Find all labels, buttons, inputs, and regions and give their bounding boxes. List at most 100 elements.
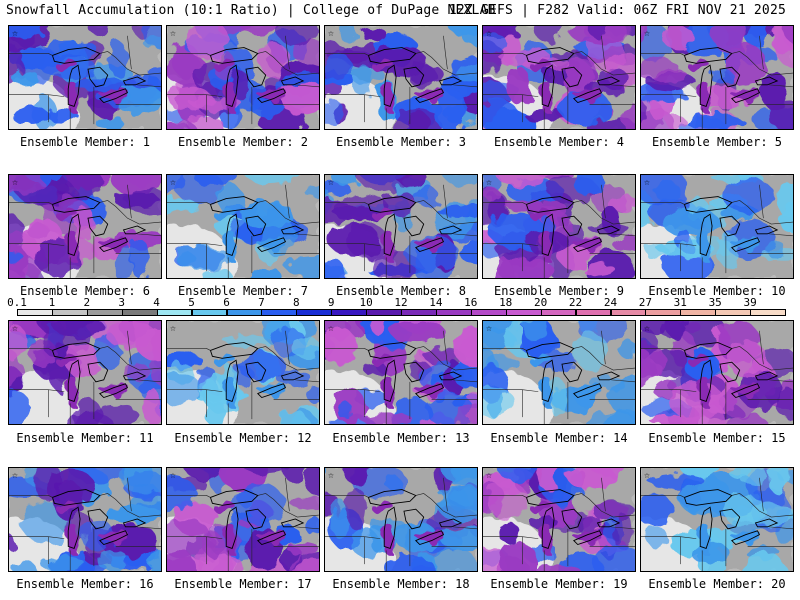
colorbar-tick-label: 5 bbox=[188, 296, 195, 309]
state-borders bbox=[9, 184, 161, 278]
member-label: Ensemble Member: 15 bbox=[648, 431, 786, 445]
snowfall-map: ☆ bbox=[167, 321, 319, 424]
state-borders bbox=[483, 330, 635, 424]
station-marker-icon: ☆ bbox=[644, 28, 650, 39]
member-label: Ensemble Member: 17 bbox=[174, 577, 312, 591]
member-label: Ensemble Member: 14 bbox=[490, 431, 628, 445]
snowfall-map: ☆ bbox=[483, 321, 635, 424]
member-label: Ensemble Member: 19 bbox=[490, 577, 628, 591]
snowfall-map: ☆ bbox=[167, 26, 319, 129]
station-marker-icon: ☆ bbox=[328, 177, 334, 188]
snowfall-map: ☆ bbox=[9, 175, 161, 278]
member-map-panel: ☆ bbox=[640, 174, 794, 279]
member-map-panel: ☆ bbox=[482, 320, 636, 425]
snowfall-map: ☆ bbox=[167, 175, 319, 278]
colorbar-tick-label: 39 bbox=[743, 296, 757, 309]
colorbar-swatch bbox=[51, 309, 88, 316]
great-lakes-outline bbox=[525, 342, 621, 402]
member-map-panel: ☆ bbox=[166, 174, 320, 279]
great-lakes-outline bbox=[525, 47, 621, 107]
colorbar-tick-label: 35 bbox=[708, 296, 722, 309]
colorbar-swatch bbox=[645, 309, 682, 316]
state-borders bbox=[325, 184, 477, 278]
station-marker-icon: ☆ bbox=[328, 28, 334, 39]
member-map-panel: ☆ bbox=[482, 25, 636, 130]
station-marker-icon: ☆ bbox=[170, 28, 176, 39]
station-marker-icon: ☆ bbox=[12, 28, 18, 39]
member-map-panel: ☆ bbox=[324, 467, 478, 572]
member-map-panel: ☆ bbox=[166, 25, 320, 130]
colorbar-tick-label: 8 bbox=[292, 296, 300, 309]
station-marker-icon: ☆ bbox=[12, 323, 18, 334]
snowfall-map: ☆ bbox=[9, 468, 161, 571]
snowfall-map: ☆ bbox=[641, 175, 793, 278]
colorbar-swatch bbox=[540, 309, 577, 316]
snowfall-map: ☆ bbox=[641, 321, 793, 424]
great-lakes-outline bbox=[51, 342, 147, 402]
station-marker-icon: ☆ bbox=[170, 470, 176, 481]
member-label: Ensemble Member: 4 bbox=[493, 135, 625, 149]
state-borders bbox=[641, 477, 793, 571]
state-borders bbox=[9, 35, 161, 129]
great-lakes-outline bbox=[51, 489, 147, 549]
member-label: Ensemble Member: 16 bbox=[16, 577, 154, 591]
great-lakes-outline bbox=[367, 47, 463, 107]
colorbar-swatch bbox=[715, 309, 752, 316]
station-marker-icon: ☆ bbox=[328, 470, 334, 481]
snowfall-map: ☆ bbox=[167, 468, 319, 571]
colorbar-swatch bbox=[121, 309, 158, 316]
colorbar-swatch bbox=[17, 309, 53, 316]
member-label: Ensemble Member: 8 bbox=[335, 284, 467, 298]
state-borders bbox=[641, 184, 793, 278]
state-borders bbox=[167, 330, 319, 424]
member-map-panel: ☆ bbox=[8, 174, 162, 279]
member-map-panel: ☆ bbox=[324, 174, 478, 279]
great-lakes-outline bbox=[683, 489, 779, 549]
colorbar-tick-label: 7 bbox=[258, 296, 265, 309]
snowfall-map: ☆ bbox=[641, 26, 793, 129]
colorbar-tick-label: 4 bbox=[153, 296, 160, 309]
member-label: Ensemble Member: 10 bbox=[648, 284, 786, 298]
member-label: Ensemble Member: 5 bbox=[651, 135, 783, 149]
colorbar-swatch bbox=[86, 309, 123, 316]
colorbar-swatch bbox=[191, 309, 228, 316]
snowfall-map: ☆ bbox=[483, 26, 635, 129]
station-marker-icon: ☆ bbox=[486, 28, 492, 39]
snowfall-map: ☆ bbox=[325, 468, 477, 571]
state-borders bbox=[325, 477, 477, 571]
colorbar-tick-label: 22 bbox=[568, 296, 583, 309]
colorbar-swatch bbox=[366, 309, 402, 316]
colorbar-swatch bbox=[401, 309, 437, 316]
member-map-panel: ☆ bbox=[324, 320, 478, 425]
snowfall-map: ☆ bbox=[325, 321, 477, 424]
colorbar-tick-label: 24 bbox=[603, 296, 618, 309]
great-lakes-outline bbox=[367, 196, 463, 256]
great-lakes-outline bbox=[367, 342, 463, 402]
great-lakes-outline bbox=[209, 47, 305, 107]
great-lakes-outline bbox=[683, 342, 779, 402]
member-map-panel: ☆ bbox=[482, 174, 636, 279]
member-map-panel: ☆ bbox=[8, 320, 162, 425]
run-info: 12Z GEFS | F282 Valid: 06Z FRI NOV 21 20… bbox=[448, 3, 786, 18]
station-marker-icon: ☆ bbox=[644, 177, 650, 188]
colorbar-tick-label: 2 bbox=[83, 296, 91, 309]
state-borders bbox=[9, 330, 161, 424]
colorbar-swatch bbox=[296, 309, 333, 316]
state-borders bbox=[167, 477, 319, 571]
member-label: Ensemble Member: 11 bbox=[16, 431, 154, 445]
colorbar-tick-label: 10 bbox=[359, 296, 373, 309]
snowfall-map: ☆ bbox=[325, 175, 477, 278]
great-lakes-outline bbox=[683, 47, 779, 107]
map-title: Snowfall Accumulation (10:1 Ratio) | Col… bbox=[6, 3, 496, 18]
colorbar-swatch bbox=[575, 309, 612, 316]
great-lakes-outline bbox=[209, 196, 305, 256]
great-lakes-outline bbox=[367, 489, 463, 549]
great-lakes-outline bbox=[525, 489, 621, 549]
station-marker-icon: ☆ bbox=[486, 177, 492, 188]
member-map-panel: ☆ bbox=[640, 320, 794, 425]
station-marker-icon: ☆ bbox=[12, 470, 18, 481]
state-borders bbox=[9, 477, 161, 571]
great-lakes-outline bbox=[209, 342, 305, 402]
colorbar-swatch bbox=[505, 309, 542, 316]
station-marker-icon: ☆ bbox=[12, 177, 18, 188]
